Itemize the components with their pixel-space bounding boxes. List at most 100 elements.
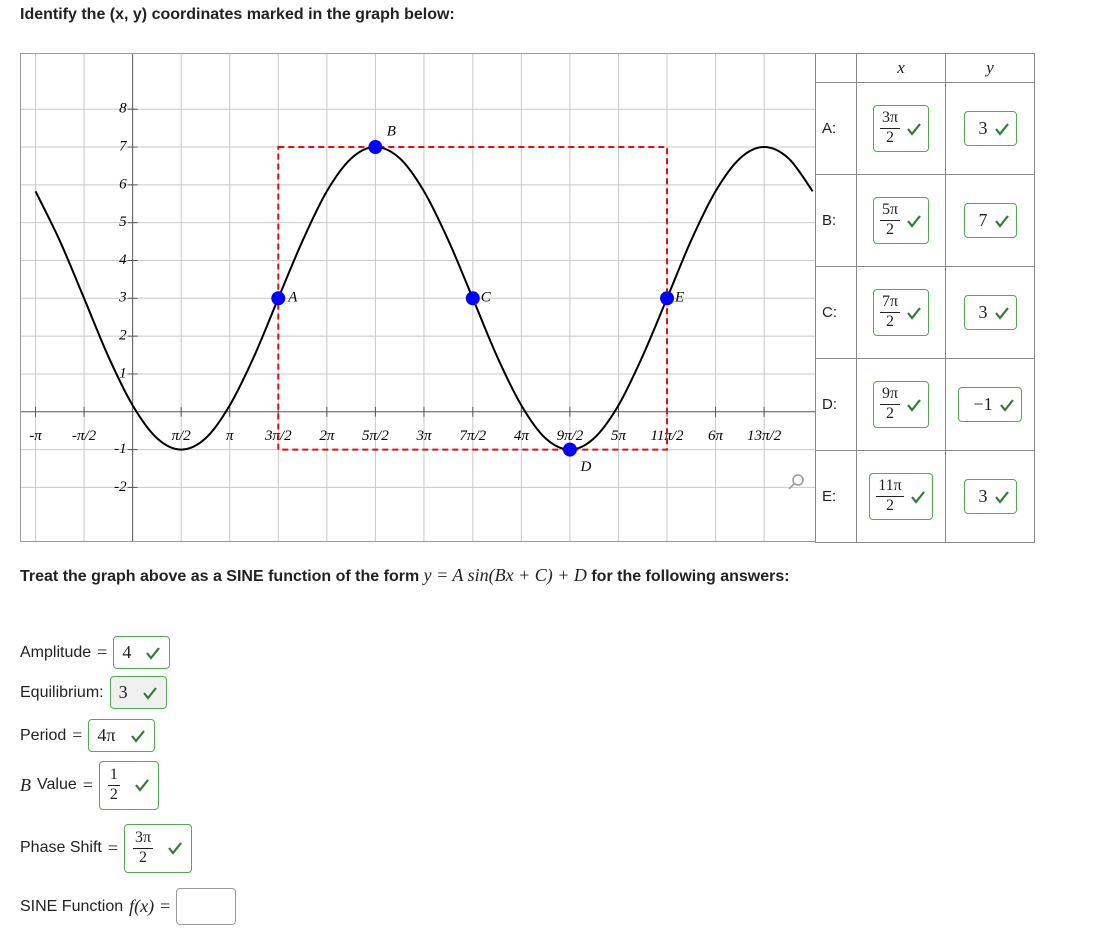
variable: f(x) [129,896,155,916]
row: E: 11π 2 3 [815,450,1035,543]
point [465,291,480,306]
relation: = [97,642,108,662]
y-tick-label: 4 [119,252,127,268]
x-cell: 3π 2 [856,82,946,175]
numerator: 3π [879,109,901,129]
check-icon [907,306,921,320]
check-mark [130,729,145,743]
y-tick-label: 6 [119,176,127,192]
answer-row: Period = 4π [20,719,155,752]
value: 4 [122,642,132,662]
check-icon [907,398,921,412]
x-tick-label: 9π/2 [557,428,584,444]
x-tick-label: π/2 [172,428,192,444]
point-label: E [674,290,684,306]
y-tick-label: 2 [119,328,127,344]
y-tick-label: 3 [118,290,127,306]
relation: = [82,774,93,795]
answer-label: Amplitude [20,643,92,661]
relation: = [107,837,118,858]
row-label: B: [815,174,857,267]
y-tick-label: -1 [114,441,127,457]
row-label: C: [815,266,857,359]
check-icon [135,779,149,793]
fraction: 7π 2 [879,293,901,331]
value: 3 [978,302,988,322]
header-cell [815,53,857,83]
x-cell: 9π 2 [856,358,946,451]
check-icon [994,306,1009,320]
value: 4π [97,725,116,745]
answer-input[interactable] [176,888,237,925]
point-label: D [579,459,591,475]
answer-box: 3 [963,111,1017,146]
answer-box: 5π 2 [872,197,930,244]
value: 7 [978,210,988,230]
row: B: 5π 2 7 [815,174,1035,267]
answer-box: 3π 2 [872,105,930,152]
point-label: C [481,290,492,306]
answer-box: 11π 2 [869,473,933,520]
check-mark [135,779,149,793]
zoom-icon-handle [788,483,795,490]
row-label: E: [815,450,857,543]
answer-box: 3 [963,479,1017,514]
answer-label: Equilibrium: [20,683,104,701]
y-cell: −1 [945,358,1035,451]
x-tick-label: 2π [319,428,335,444]
header-cell: x [856,53,946,83]
fraction: 9π 2 [879,385,901,423]
check-mark [146,646,161,660]
answer-row: Phase Shift = 3π 2 [20,824,193,873]
answer-box: 4π [88,719,155,752]
answer-row: Amplitude = 4 [20,636,171,669]
x-tick-label: -π/2 [72,428,97,444]
y-cell: 3 [945,450,1035,543]
answer-box: 7 [963,203,1017,238]
check-icon [168,842,182,856]
check-mark [907,398,921,412]
x-tick-label: 4π [514,428,530,444]
relation: = [72,725,83,745]
denominator: 2 [885,497,894,514]
y-cell: 3 [945,266,1035,359]
value: 3 [118,682,128,702]
check-mark [994,490,1009,504]
check-icon [910,490,925,504]
value: −1 [973,394,993,414]
denominator: 2 [885,221,894,238]
check-mark [907,214,921,228]
denominator: 2 [139,848,148,866]
value: 3 [978,118,988,138]
fraction: 11π 2 [876,477,904,515]
check-icon [994,214,1009,228]
denominator: 2 [885,405,894,422]
point [271,291,286,306]
y-cell: 3 [945,82,1035,175]
x-tick-label: -π [29,428,42,444]
check-mark [910,490,925,504]
y-cell: 7 [945,174,1035,267]
instructions: Treat the graph above as a SINE function… [20,563,870,589]
x-tick-label: 5π/2 [362,428,389,444]
fraction: 3π 2 [132,829,154,867]
y-tick-label: 1 [119,365,127,381]
numerator: 1 [107,766,120,786]
check-mark [907,122,921,136]
check-icon [146,646,161,660]
check-mark [994,214,1009,228]
coordinate-table: x y A: 3π 2 3 B: 5π 2 7 C: 7π 2 3 D: 9π 2 −1 E: 11π 2 3 [815,53,1035,543]
x-tick-label: 5π [611,428,627,444]
numerator: 5π [879,201,901,221]
answer-row: Equilibrium: 3 [20,676,167,709]
x-tick-label: 6π [708,428,724,444]
check-mark [994,122,1009,136]
x-cell: 7π 2 [856,266,946,359]
answer-box: 3 [963,295,1017,330]
row: A: 3π 2 3 [815,82,1035,175]
point-label: B [387,123,396,139]
